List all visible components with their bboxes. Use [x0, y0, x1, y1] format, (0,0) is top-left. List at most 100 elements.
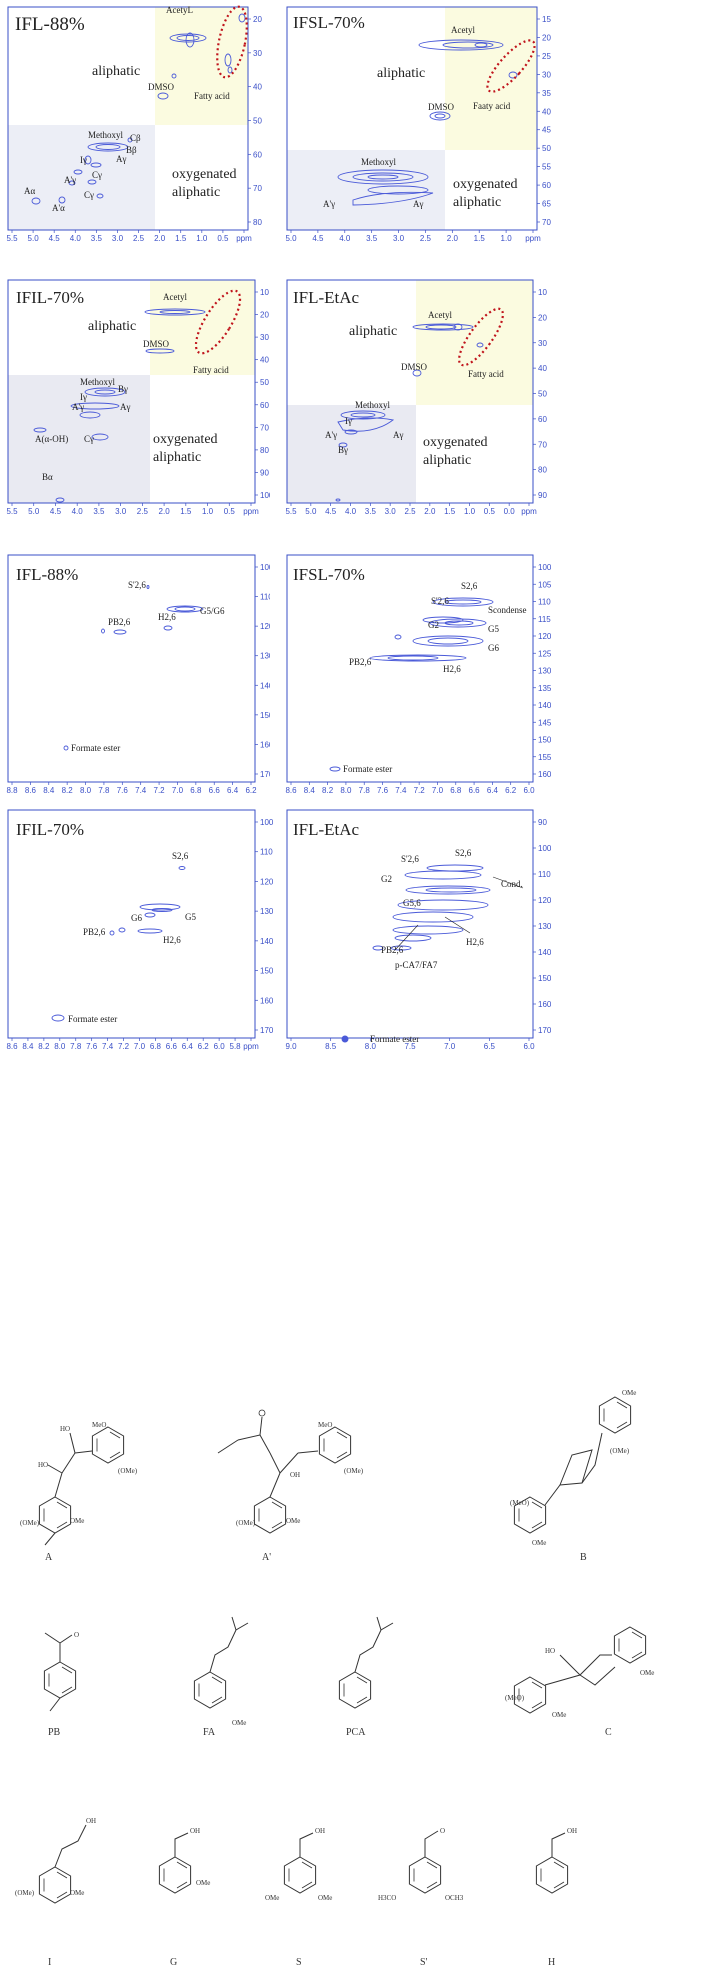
struct-text: OMe	[265, 1894, 279, 1902]
y-tick-label: 90	[260, 468, 269, 477]
peak-label: Cγ	[84, 434, 94, 444]
structure-label: G	[170, 1957, 177, 1968]
structure-label: H	[548, 1957, 555, 1968]
nmr-panel-ifsl70-aliphatic: IFSL-70% aliphatic oxygenated aliphatic …	[283, 0, 553, 252]
x-tick-label: 4.0	[339, 234, 351, 243]
x-tick-label: 5.0	[28, 507, 40, 516]
oxygenated-region	[287, 150, 445, 230]
region-label-oxygenated: oxygenated	[423, 435, 488, 450]
x-tick-label: 1.0	[196, 234, 208, 243]
y-tick-label: 40	[538, 364, 547, 373]
x-tick-label: 3.5	[366, 234, 378, 243]
x-tick-label: 6.4	[227, 786, 239, 795]
peak-label: G6	[488, 643, 499, 653]
y-tick-label: 15	[542, 15, 551, 24]
x-tick-label: 2.0	[154, 234, 166, 243]
x-axis-ticks: 5.5 5.0 4.5 4.0 3.5 3.0 2.5 2.0 1.5 1.0 0.5 ppm	[6, 503, 259, 516]
x-tick-label: 6.6	[209, 786, 221, 795]
y-tick-label: 90	[538, 491, 547, 500]
x-tick-label: 8.0	[54, 1042, 66, 1051]
x-tick-label: 6.8	[150, 1042, 162, 1051]
annotation-arrow	[444, 916, 471, 934]
x-tick-label: 2.0	[159, 507, 171, 516]
peak-label: S2,6	[172, 851, 189, 861]
x-axis-ticks: 8.8 8.6 8.4 8.2 8.0 7.8 7.6 7.4 7.2 7.0 6.8 6.6 6.4 6…	[6, 782, 257, 795]
x-tick-label: 2.5	[137, 507, 149, 516]
x-tick-label: 7.4	[135, 786, 147, 795]
y-tick-label: 80	[260, 446, 269, 455]
peak-label: Aα	[24, 186, 35, 196]
plot-frame	[286, 554, 534, 783]
peak-label: G5	[185, 912, 196, 922]
annotation-arrow	[492, 876, 524, 889]
x-tick-label: 3.5	[91, 234, 103, 243]
y-tick-label: 150	[538, 974, 552, 983]
structure-label: PB	[48, 1727, 61, 1738]
y-tick-label: 120	[538, 896, 552, 905]
y-axis-ticks: 100 105 110 115 120 125 130 135 140 145 150 155 160	[533, 563, 552, 779]
peak-label: Fatty acid	[193, 365, 229, 375]
y-tick-label: 155	[538, 753, 552, 762]
x-tick-label: 6.2	[245, 786, 257, 795]
x-tick-label: ppm	[243, 1042, 259, 1051]
plot-frame	[7, 6, 249, 231]
x-tick-label: 3.5	[93, 507, 105, 516]
x-axis-ticks: 5.0 4.5 4.0 3.5 3.0 2.5 2.0 1.5 1.0 ppm	[285, 230, 541, 243]
x-tick-label: 1.5	[474, 234, 486, 243]
x-tick-label: 7.5	[404, 1042, 416, 1051]
oxygenated-region	[8, 125, 155, 230]
peak-label: G5/G6	[200, 606, 225, 616]
x-tick-label: 6.4	[487, 786, 499, 795]
y-tick-label: 10	[260, 288, 269, 297]
y-tick-label: 125	[538, 649, 552, 658]
y-tick-label: 70	[538, 440, 547, 449]
region-label-aliphatic-2: aliphatic	[172, 185, 220, 200]
x-tick-label: 6.6	[166, 1042, 178, 1051]
panel-title: IFL-88%	[15, 14, 85, 35]
peak-label: Acetyl	[451, 25, 475, 35]
x-tick-label: 4.0	[345, 507, 357, 516]
peak-label: Iγ	[80, 155, 87, 165]
plot-frame	[7, 279, 256, 504]
nmr-plot: IFIL-70% S2,6 G6 G5 PB2,6 H2,6 Formate e…	[6, 809, 274, 1051]
panel-title: IFL-EtAc	[293, 820, 360, 839]
peak-label: PB2,6	[83, 927, 106, 937]
nmr-panel-ifl88-aromatic: IFL-88% S'2,6 G5/G6 PB2,6 H2,6 Formate e…	[0, 547, 270, 802]
struct-text: O	[440, 1827, 445, 1835]
nmr-plot: IFIL-70% aliphatic oxygenated aliphatic …	[6, 279, 270, 516]
structure-PCA: PCA	[338, 1616, 394, 1738]
x-tick-label: 5.5	[6, 507, 18, 516]
fatty-acid-highlight-ellipse	[486, 39, 536, 93]
struct-text: (MeO)	[510, 1499, 530, 1507]
contour-group	[329, 597, 494, 772]
y-tick-label: 150	[538, 736, 552, 745]
struct-text: OMe	[318, 1894, 332, 1902]
peak-label: AcetyL	[166, 5, 193, 15]
peak-label: H2,6	[163, 935, 181, 945]
contour-group	[33, 308, 206, 503]
x-tick-label: 6.5	[484, 1042, 496, 1051]
x-tick-label: 7.2	[414, 786, 426, 795]
x-tick-label: 7.2	[118, 1042, 130, 1051]
y-tick-label: 70	[253, 184, 262, 193]
x-tick-label: 8.2	[38, 1042, 50, 1051]
y-tick-label: 80	[538, 466, 547, 475]
struct-text: OH	[567, 1827, 577, 1835]
structure-label: A'	[262, 1552, 271, 1563]
y-tick-label: 160	[260, 996, 274, 1005]
region-label-oxygenated: oxygenated	[453, 177, 518, 192]
x-tick-label: 4.0	[70, 234, 82, 243]
plot-frame	[7, 554, 256, 783]
peak-label: p-CA7/FA7	[395, 960, 438, 970]
peak-label: S2,6	[461, 581, 478, 591]
structure-G: OH OMe G	[158, 1827, 210, 1968]
structure-label: PCA	[346, 1727, 366, 1738]
y-tick-label: 100	[260, 491, 270, 500]
panel-title: IFIL-70%	[16, 288, 84, 307]
y-tick-label: 150	[260, 711, 270, 720]
struct-text: O	[74, 1631, 79, 1639]
y-tick-label: 20	[538, 313, 547, 322]
x-tick-label: 4.5	[325, 507, 337, 516]
x-tick-label: 5.8	[230, 1042, 242, 1051]
x-tick-label: 1.5	[175, 234, 187, 243]
